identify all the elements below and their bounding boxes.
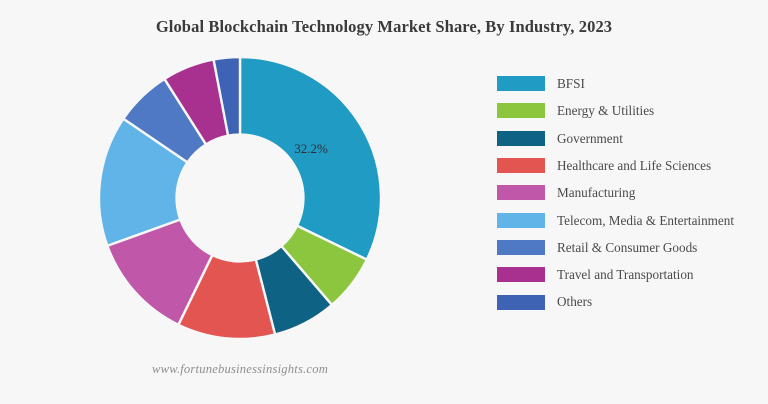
legend-item[interactable]: Retail & Consumer Goods [497,234,763,261]
legend-item[interactable]: Others [497,288,763,315]
legend-item[interactable]: BFSI [497,70,763,97]
donut-svg: 32.2% [97,55,383,341]
legend-color-swatch [497,158,545,174]
legend-item-label: Manufacturing [557,185,636,201]
chart-title: Global Blockchain Technology Market Shar… [155,17,613,36]
legend-item-label: Telecom, Media & Entertainment [557,212,735,228]
legend-item-label: BFSI [557,76,585,92]
legend-item[interactable]: Telecom, Media & Entertainment [497,206,763,233]
legend-color-swatch [497,294,545,310]
legend-color-swatch [497,239,545,255]
legend-item[interactable]: Energy & Utilities [497,97,763,124]
legend-color-swatch [497,185,545,201]
legend-item-label: Energy & Utilities [557,103,655,119]
legend-color-swatch [497,76,545,92]
legend-item-label: Others [557,294,593,310]
slice-data-label-bfsi: 32.2% [294,141,328,156]
legend-item-label: Government [557,130,623,146]
legend-item-label: Healthcare and Life Sciences [557,157,712,173]
pie-slice[interactable] [238,55,383,261]
donut-plot-area: 32.2% [96,54,384,342]
chart-legend: BFSI Energy & Utilities Government Healthca… [497,70,763,316]
legend-item[interactable]: Healthcare and Life Sciences [497,152,763,179]
legend-color-swatch [497,130,545,146]
legend-item-label: Retail & Consumer Goods [557,239,698,255]
source-url-watermark: www.fortunebusinessinsights.com [152,362,328,376]
legend-color-swatch [497,267,545,283]
legend-color-swatch [497,103,545,119]
legend-item-label: Travel and Transportation [557,267,694,283]
pie-slice[interactable] [212,55,242,137]
legend-item[interactable]: Manufacturing [497,179,763,206]
legend-item[interactable]: Travel and Transportation [497,261,763,288]
legend-color-swatch [497,212,545,228]
legend-item[interactable]: Government [497,125,763,152]
pie-slices-group [97,55,383,341]
